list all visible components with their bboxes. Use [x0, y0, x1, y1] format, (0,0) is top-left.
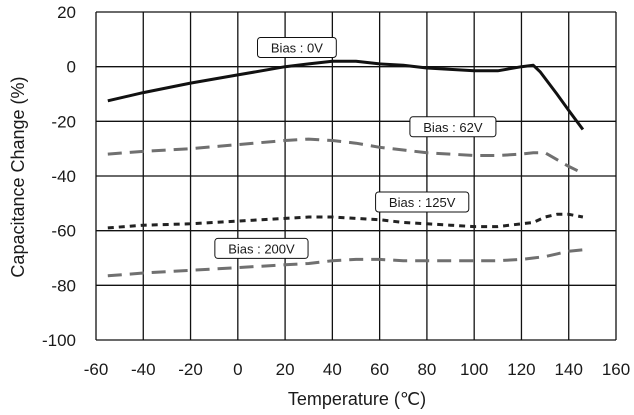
- annotation-label: Bias : 0V: [271, 41, 323, 56]
- x-tick-label: 160: [602, 360, 630, 379]
- series-line: [107, 248, 584, 278]
- y-tick-label: -100: [42, 331, 76, 350]
- annotation-box: [375, 191, 470, 213]
- x-axis-title: Temperature (℃): [288, 389, 426, 409]
- y-tick-label: -60: [51, 222, 76, 241]
- x-tick-label: -20: [178, 360, 203, 379]
- annotation-label: Bias : 125V: [389, 195, 456, 210]
- x-tick-label: 0: [233, 360, 242, 379]
- tick-labels: -60 -40 -20 0 20 40 60 80 100 120 140 160 20 0 -20 -40 -…: [42, 3, 630, 379]
- y-axis-title: Capacitance Change (%): [8, 76, 28, 277]
- annotations: Bias : 0V Bias : 62V Bias : 125V Bias : 200…: [214, 37, 497, 259]
- annotation-box: [409, 116, 497, 138]
- annotation-label: Bias : 200V: [228, 241, 295, 256]
- y-tick-label: 0: [67, 58, 76, 77]
- bias-annotation: Bias : 62V: [409, 116, 497, 138]
- y-tick-label: -80: [51, 276, 76, 295]
- x-tick-label: -40: [131, 360, 156, 379]
- y-tick-label: 20: [57, 3, 76, 22]
- bias-annotation: Bias : 125V: [375, 191, 470, 213]
- x-tick-label: 140: [555, 360, 583, 379]
- x-tick-label: 20: [276, 360, 295, 379]
- annotation-box: [257, 37, 337, 59]
- x-tick-label: 60: [370, 360, 389, 379]
- x-tick-label: 80: [417, 360, 436, 379]
- bias-annotation: Bias : 200V: [214, 237, 309, 259]
- y-tick-label: -20: [51, 112, 76, 131]
- annotation-box: [214, 237, 309, 259]
- x-tick-label: -60: [84, 360, 109, 379]
- series-line: [107, 212, 584, 230]
- x-tick-label: 120: [507, 360, 535, 379]
- series-lines: [107, 59, 585, 278]
- x-tick-label: 100: [460, 360, 488, 379]
- x-tick-label: 40: [323, 360, 342, 379]
- y-tick-label: -40: [51, 167, 76, 186]
- bias-annotation: Bias : 0V: [257, 37, 337, 59]
- series-line: [107, 137, 584, 175]
- series-line: [107, 59, 585, 131]
- annotation-label: Bias : 62V: [423, 120, 483, 135]
